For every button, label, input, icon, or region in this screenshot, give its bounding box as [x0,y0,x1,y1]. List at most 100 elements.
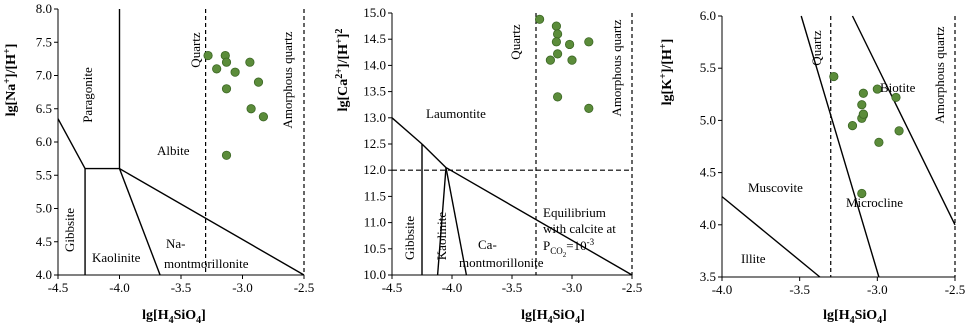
data-point [564,39,575,50]
data-point [230,67,240,77]
field-label-paragonite: Paragonite [80,67,95,123]
y-tick-label: 4.0 [700,217,716,232]
data-point [584,37,594,47]
y-tick-label: 3.5 [700,269,716,284]
y-tick-label: 5.0 [36,201,52,216]
boundary-line [119,167,305,276]
data-point [253,77,264,87]
pco2-sub: CO [550,246,563,256]
field-label-kaolinite: Kaolinite [434,212,449,261]
boundary-line [118,168,161,276]
y-tick-label: 8.0 [36,1,52,16]
data-point [246,104,256,114]
pco2-eq: =10 [566,238,586,253]
axes: -4.0 -3.5 -3.0 -2.5 3.5 4.0 4.5 5.0 5.5 6.0 [700,8,966,297]
field-label-montmorillonite: montmorillonite [164,256,249,271]
amorphous-quartz-line-label: Amorphous quartz [280,31,295,128]
x-tick-label: -2.5 [294,280,315,295]
y-tick-label: 6.0 [700,8,716,23]
data-point [551,37,562,47]
field-label-muscovite: Muscovite [748,180,803,195]
y-tick-label: 4.5 [36,234,52,249]
stability-boundaries [721,15,956,278]
field-label-gibbsite: Gibbsite [402,216,417,260]
dashed-lines [830,16,956,277]
field-label-montmorillonite: montmorillonite [459,255,544,270]
panel-ca: -4.5 -4.0 -3.5 -3.0 -2.5 10.0 10.5 11.0 11.5 12.0… [334,5,642,326]
data-points [829,71,904,199]
pco2-sup: -3 [587,237,595,247]
data-point [258,112,269,122]
field-label-kaolinite: Kaolinite [92,250,141,265]
stability-boundaries [57,9,305,276]
y-axis-label: lg[Na+]/[H+] [2,44,19,117]
data-point [552,49,563,59]
boundary-line [851,15,956,226]
data-points [203,50,269,160]
y-tick-label: 14.0 [363,57,386,72]
field-label-equilibrium: Equilibrium [543,205,606,220]
data-point [203,50,213,61]
quartz-line-label: Quartz [508,24,523,60]
y-tick-label: 12.5 [363,136,386,151]
y-tick-label: 13.0 [363,110,386,125]
data-point [858,88,868,98]
x-tick-label: -3.5 [171,280,192,295]
boundary-line [57,118,86,169]
x-tick-label: -4.0 [109,280,130,295]
y-tick-label: 4.0 [36,267,52,282]
x-tick-label: -4.0 [712,282,733,297]
amorphous-quartz-line-label: Amorphous quartz [932,26,947,123]
boundary-line [721,196,821,278]
x-tick-label: -3.0 [867,282,888,297]
field-label-biotite: Biotite [880,80,916,95]
data-point [847,121,858,131]
data-points [534,14,594,113]
data-point [545,55,556,65]
y-tick-label: 14.5 [363,31,386,46]
x-tick-label: -4.5 [382,280,403,295]
boundary-line [391,117,423,145]
y-tick-label: 7.5 [36,34,52,49]
field-label-illite: Illite [741,251,766,266]
data-point [857,100,867,110]
x-axis-label: lg[H4SiO4] [142,308,206,326]
y-tick-label: 5.0 [700,112,716,127]
y-tick-label: 6.5 [36,101,52,116]
y-tick-label: 10.5 [363,241,386,256]
y-axis-label: lg[Ca2+]/[H+]2 [334,29,351,112]
axes: -4.5 -4.0 -3.5 -3.0 -2.5 10.0 10.5 11.0 11.5 12.0… [363,5,642,295]
y-tick-label: 11.0 [364,215,386,230]
x-tick-label: -2.5 [622,280,643,295]
y-tick-label: 15.0 [363,5,386,20]
y-tick-label: 5.5 [36,167,52,182]
quartz-line-label: Quartz [809,30,824,66]
amorphous-quartz-line-label: Amorphous quartz [609,19,624,116]
y-tick-label: 7.0 [36,68,52,83]
data-point [567,55,577,65]
y-tick-label: 6.0 [36,134,52,149]
data-point [891,92,901,103]
y-tick-label: 12.0 [363,162,386,177]
data-point [874,137,884,147]
data-point [551,21,562,31]
data-point [584,103,594,113]
boundary-line [421,143,447,169]
field-label-pco2: PCO2=10-3 [543,237,595,259]
data-point [221,150,232,160]
data-point [894,126,904,136]
data-point [212,64,222,74]
y-tick-label: 10.0 [363,267,386,282]
field-label-laumontite: Laumontite [426,106,486,121]
data-point [245,57,255,67]
y-tick-label: 5.5 [700,60,716,75]
y-axis-label: lg[K+]/[H+] [658,39,675,106]
x-tick-label: -3.5 [789,282,810,297]
pco2-sub2: 2 [563,251,567,259]
boundary-line [445,167,468,276]
field-label-na: Na- [166,236,186,251]
y-tick-label: 11.5 [364,188,386,203]
x-axis-label: lg[H4SiO4] [521,308,585,326]
data-point [534,14,545,24]
